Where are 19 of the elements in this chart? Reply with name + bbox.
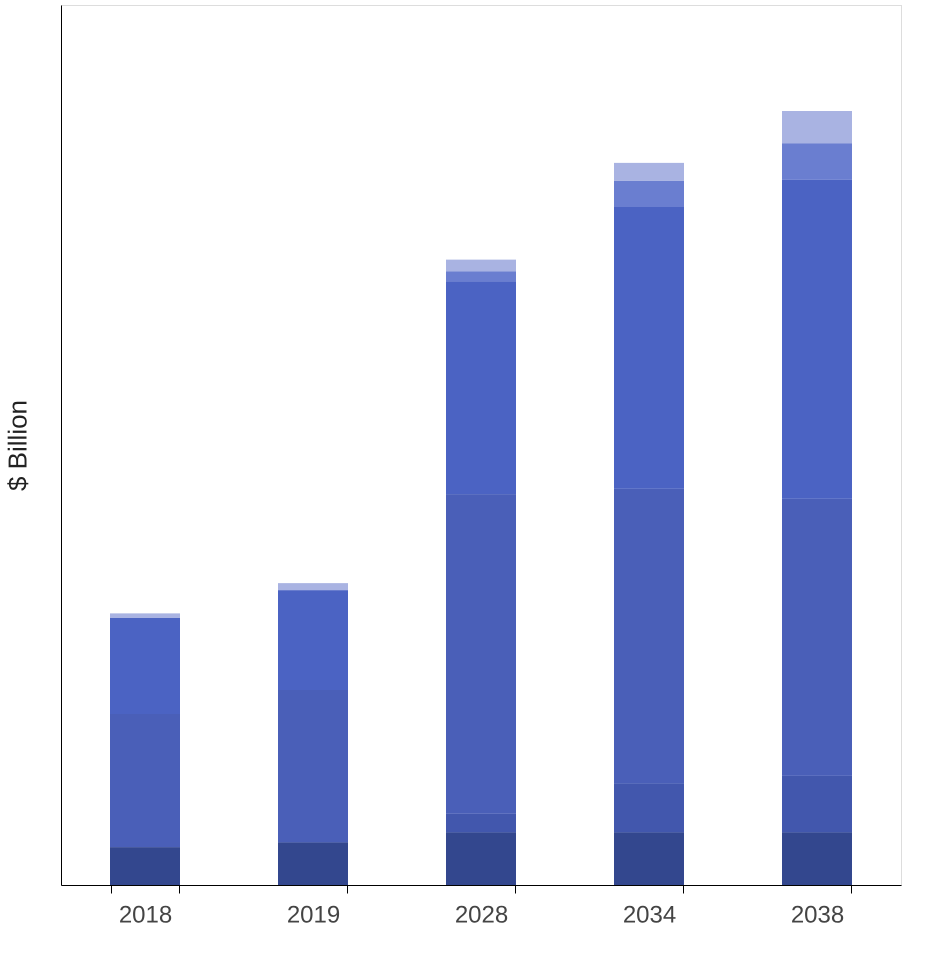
x-tick-label: 2034 — [622, 902, 676, 928]
bar — [782, 144, 852, 180]
bar — [446, 271, 516, 282]
y-axis-title: $ Billion — [2, 400, 32, 492]
bar — [278, 842, 348, 885]
bar — [782, 832, 852, 885]
bar — [110, 613, 180, 618]
bar — [614, 180, 684, 208]
x-tick-label: 2038 — [790, 902, 844, 928]
bar — [446, 832, 516, 885]
bar — [110, 847, 180, 885]
bar — [614, 832, 684, 885]
bar — [614, 162, 684, 181]
bar — [782, 111, 852, 144]
bar — [446, 260, 516, 272]
bar — [278, 583, 348, 590]
x-tick-label: 2018 — [118, 902, 172, 928]
x-tick-label: 2019 — [286, 902, 340, 928]
x-tick-label: 2028 — [454, 902, 508, 928]
